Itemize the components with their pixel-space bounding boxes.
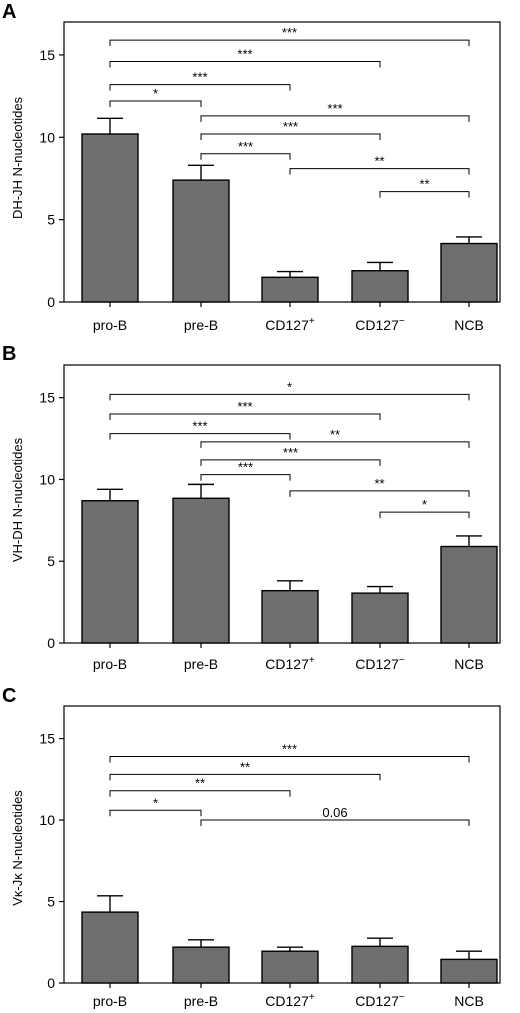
significance-label: **	[374, 154, 384, 169]
bar	[81, 911, 139, 984]
significance-label: 0.06	[322, 805, 347, 820]
significance-label: **	[419, 177, 429, 192]
y-tick-label: 0	[47, 975, 55, 991]
significance-label: ***	[192, 419, 207, 434]
significance-label: **	[330, 427, 340, 442]
significance-bracket	[109, 756, 470, 763]
y-tick-label: 10	[39, 129, 55, 145]
panel-letter: C	[2, 685, 16, 707]
category-label: NCB	[454, 993, 484, 1009]
significance-label: ***	[283, 445, 298, 460]
significance-label: ***	[282, 25, 297, 40]
panel-letter: B	[2, 343, 16, 365]
significance-bracket	[109, 809, 202, 817]
panel-c: C 0 5 10 15 Vκ-Jκ N-nucleotides pro-B pre-B CD12…	[2, 685, 501, 1009]
y-tick-label: 15	[39, 390, 55, 406]
significance-label: *	[153, 86, 158, 101]
significance-bracket	[200, 441, 470, 448]
significance-label: ***	[192, 70, 207, 85]
significance-label: ***	[283, 119, 298, 134]
bar	[81, 133, 139, 303]
bar	[172, 946, 230, 984]
category-label: pre-B	[184, 993, 218, 1009]
y-tick-label: 5	[47, 894, 55, 910]
y-axis-label: Vκ-Jκ N-nucleotides	[10, 790, 25, 906]
significance-bracket	[289, 168, 470, 175]
significance-label: ***	[238, 460, 253, 475]
y-tick-label: 10	[39, 812, 55, 828]
significance-bracket	[289, 490, 470, 497]
bar	[440, 545, 498, 644]
category-label: CD127−	[355, 992, 405, 1009]
significance-bracket	[109, 39, 470, 47]
significance-bracket	[379, 191, 470, 198]
significance-bracket	[109, 100, 202, 108]
significance-label: **	[195, 776, 205, 791]
significance-bracket	[200, 153, 291, 160]
y-tick-label: 15	[39, 731, 55, 747]
category-label: pro-B	[93, 993, 127, 1009]
significance-bracket	[200, 459, 381, 466]
category-label: CD127−	[355, 316, 405, 333]
significance-label: ***	[238, 139, 253, 154]
significance-bracket	[200, 474, 291, 481]
significance-bracket	[109, 413, 381, 421]
category-label: NCB	[454, 656, 484, 672]
category-label: pro-B	[93, 317, 127, 333]
significance-bracket	[200, 115, 470, 122]
bar	[261, 276, 319, 303]
category-label: pro-B	[93, 656, 127, 672]
bar	[261, 950, 319, 984]
significance-label: *	[153, 795, 158, 810]
significance-label: ***	[327, 101, 342, 116]
category-label: pre-B	[184, 656, 218, 672]
significance-bracket	[379, 511, 470, 519]
y-tick-label: 0	[47, 635, 55, 651]
significance-label: ***	[237, 399, 252, 414]
significance-bracket	[109, 393, 470, 401]
category-label: NCB	[454, 317, 484, 333]
significance-bracket	[109, 773, 381, 781]
panel-letter: A	[2, 1, 16, 23]
bar	[261, 589, 319, 644]
y-axis-label: VH-DH N-nucleotides	[10, 437, 25, 562]
category-label: CD127+	[265, 992, 315, 1009]
significance-label: *	[422, 497, 427, 512]
significance-bracket	[200, 819, 470, 827]
bar	[440, 242, 498, 303]
y-tick-label: 5	[47, 553, 55, 569]
panel-a: A 0 5 10 15 DH-JH N-nucleotides pro-B pre-B CD12…	[2, 1, 501, 333]
significance-label: ***	[237, 47, 252, 62]
category-label: CD127+	[265, 655, 315, 672]
significance-label: **	[240, 759, 250, 774]
y-tick-label: 0	[47, 294, 55, 310]
category-label: CD127−	[355, 655, 405, 672]
bar	[440, 958, 498, 984]
bar	[172, 497, 230, 644]
significance-label: ***	[282, 742, 297, 757]
significance-bracket	[200, 133, 381, 140]
significance-label: **	[374, 476, 384, 491]
bar	[351, 270, 409, 303]
bar	[172, 179, 230, 303]
significance-bracket	[109, 790, 291, 797]
y-tick-label: 5	[47, 212, 55, 228]
significance-label: *	[287, 379, 292, 394]
bar	[351, 945, 409, 984]
y-tick-label: 15	[39, 47, 55, 63]
significance-bracket	[109, 433, 291, 440]
bar	[351, 592, 409, 644]
category-label: pre-B	[184, 317, 218, 333]
y-tick-label: 10	[39, 471, 55, 487]
significance-bracket	[109, 61, 381, 68]
category-label: CD127+	[265, 316, 315, 333]
significance-bracket	[109, 84, 291, 91]
bar	[81, 500, 139, 644]
panel-b: B 0 5 10 15 VH-DH N-nucleotides pro-B pre-B CD12…	[2, 343, 501, 672]
y-axis-label: DH-JH N-nucleotides	[10, 96, 25, 219]
